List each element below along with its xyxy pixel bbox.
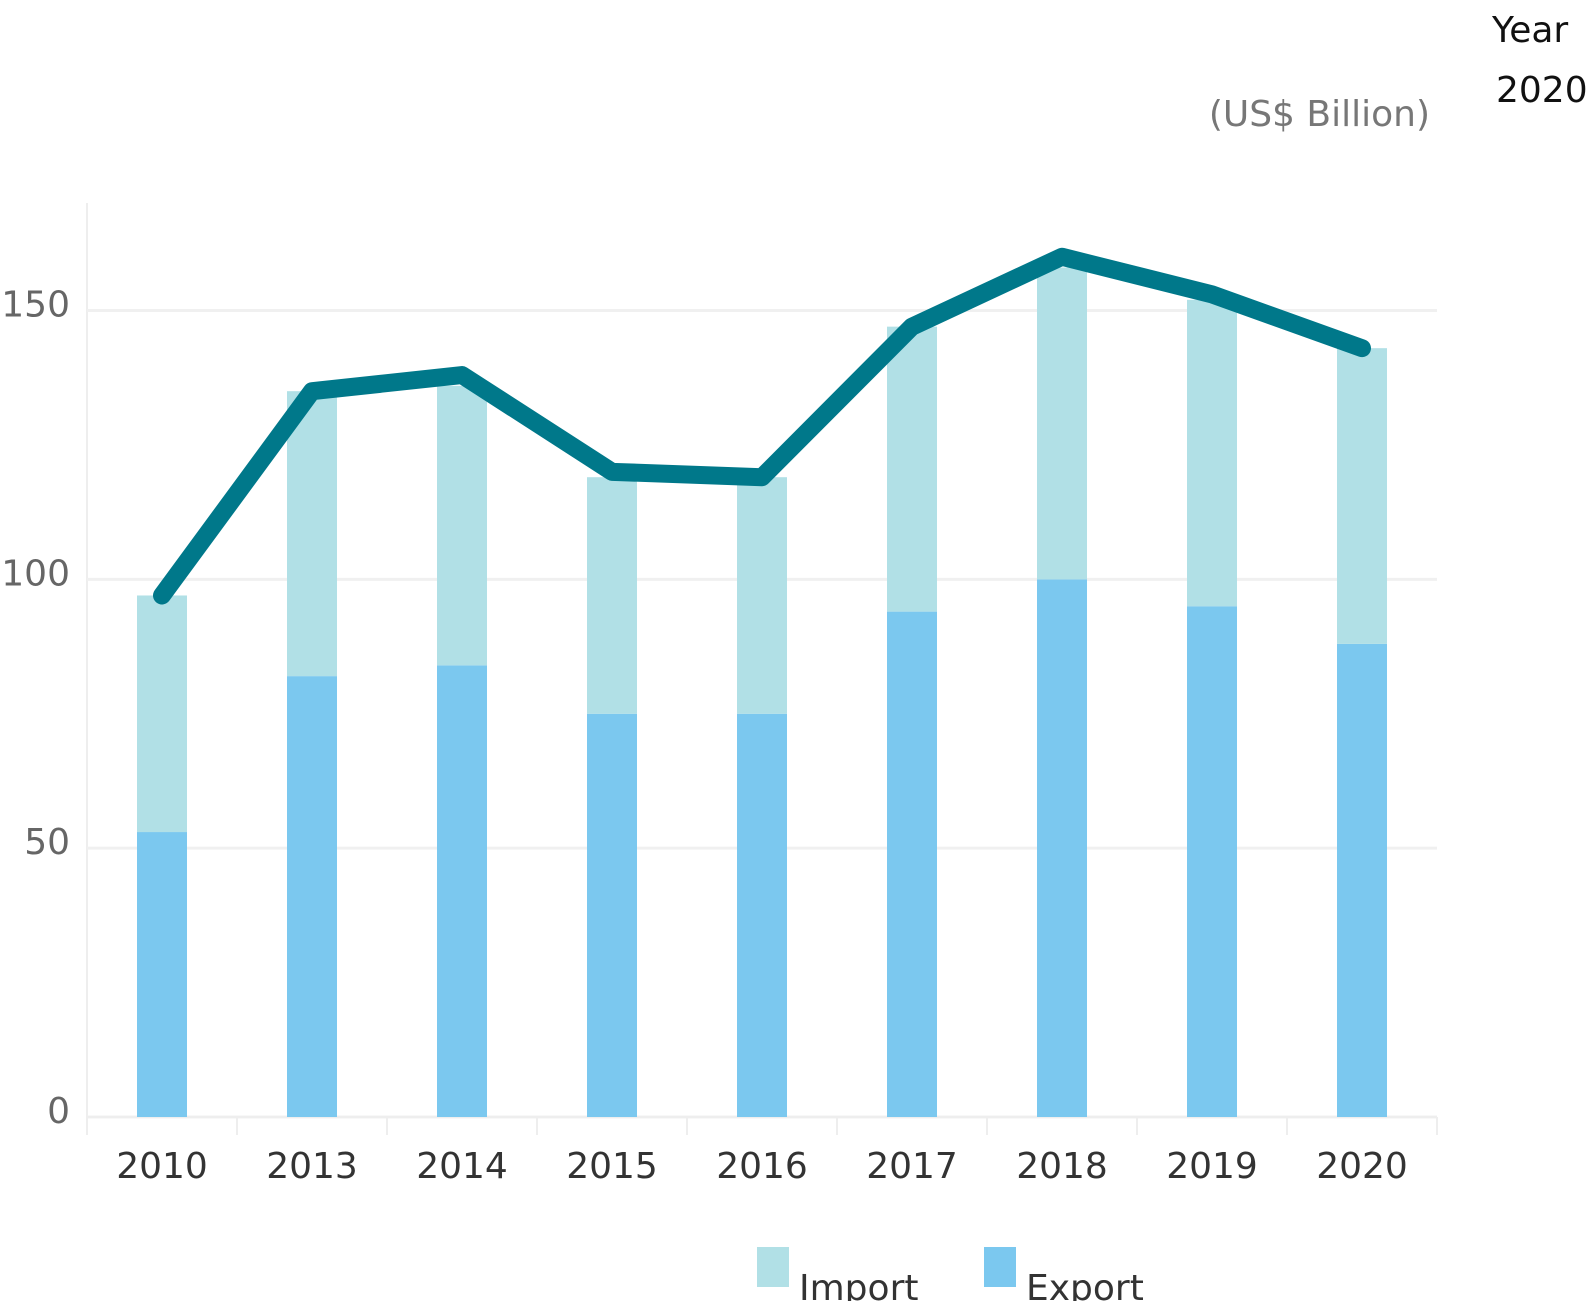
bar: [1037, 579, 1087, 1117]
x-tick-label: 2015: [566, 1146, 658, 1187]
bar: [287, 676, 337, 1117]
bar: [587, 477, 637, 714]
bar: [287, 391, 337, 677]
x-tick-label: 2019: [1166, 1146, 1258, 1187]
x-tick-label: 2020: [1316, 1146, 1408, 1187]
y-tick-label: 150: [1, 285, 70, 326]
total-line: [153, 247, 1371, 605]
x-tick-label: 2016: [716, 1146, 808, 1187]
y-tick-label: 50: [24, 822, 70, 863]
bar: [887, 326, 937, 612]
x-tick-label: 2017: [866, 1146, 958, 1187]
bar: [437, 665, 487, 1117]
bar: [1187, 299, 1237, 607]
y-tick-label: 100: [1, 553, 70, 594]
bar: [587, 713, 637, 1117]
bar: [137, 832, 187, 1117]
bar: [1187, 606, 1237, 1117]
bar: [1337, 348, 1387, 644]
legend-label: Export: [1026, 1268, 1144, 1301]
legend-swatch: [984, 1247, 1016, 1287]
bar: [437, 385, 487, 666]
x-tick-label: 2010: [116, 1146, 208, 1187]
bar: [887, 611, 937, 1117]
y-tick-label: 0: [47, 1091, 70, 1132]
unit-label: (US$ Billion): [1209, 94, 1430, 135]
legend-swatch: [757, 1247, 789, 1287]
bar: [737, 713, 787, 1117]
bar: [137, 595, 187, 833]
x-tick-label: 2018: [1016, 1146, 1108, 1187]
control-value: 2020: [1496, 70, 1588, 111]
legend-label: Import: [799, 1268, 918, 1301]
x-tick-label: 2013: [266, 1146, 358, 1187]
bar: [737, 477, 787, 714]
bar: [1037, 267, 1087, 580]
x-tick-label: 2014: [416, 1146, 508, 1187]
control-label: Year: [1491, 10, 1568, 51]
bar: [1337, 643, 1387, 1117]
